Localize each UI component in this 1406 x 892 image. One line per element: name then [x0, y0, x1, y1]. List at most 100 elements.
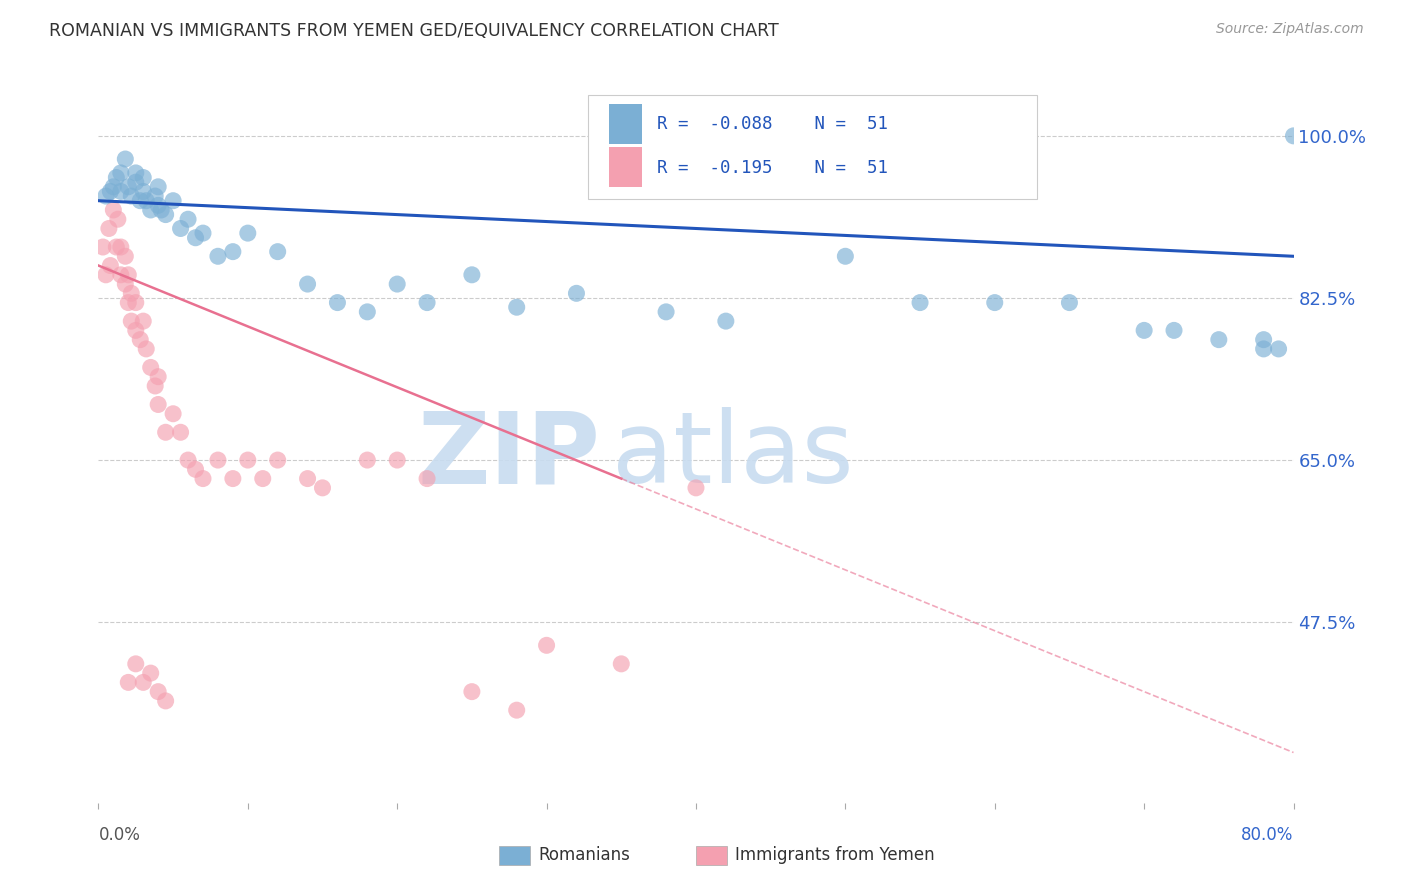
Point — [117, 295, 139, 310]
Point — [97, 221, 120, 235]
Point — [105, 170, 128, 185]
Point — [135, 194, 157, 208]
Text: atlas: atlas — [613, 408, 853, 505]
Point — [169, 425, 191, 440]
Text: Romanians: Romanians — [538, 847, 630, 864]
Point — [297, 472, 319, 486]
Point — [125, 295, 148, 310]
Point — [148, 369, 170, 384]
Point — [103, 202, 125, 217]
Point — [98, 259, 122, 273]
FancyBboxPatch shape — [609, 147, 643, 187]
Point — [236, 453, 259, 467]
Point — [132, 185, 155, 199]
Point — [1253, 342, 1275, 356]
Point — [1267, 342, 1289, 356]
Text: 0.0%: 0.0% — [98, 826, 141, 844]
Point — [536, 638, 558, 652]
Point — [714, 314, 737, 328]
Point — [125, 323, 148, 337]
Point — [125, 657, 148, 671]
Point — [103, 179, 125, 194]
Point — [1282, 128, 1305, 143]
Point — [91, 240, 114, 254]
Point — [155, 425, 177, 440]
Point — [129, 333, 152, 347]
Point — [1208, 333, 1230, 347]
Point — [110, 166, 132, 180]
Point — [1059, 295, 1081, 310]
Point — [105, 240, 128, 254]
Point — [177, 453, 200, 467]
Point — [416, 472, 439, 486]
Point — [252, 472, 274, 486]
Point — [117, 268, 139, 282]
Text: R =  -0.088    N =  51: R = -0.088 N = 51 — [657, 115, 887, 133]
Point — [655, 305, 678, 319]
Point — [177, 212, 200, 227]
Point — [191, 226, 214, 240]
Point — [184, 462, 207, 476]
Point — [984, 295, 1007, 310]
Point — [139, 360, 162, 375]
Point — [610, 657, 633, 671]
Point — [120, 314, 142, 328]
Point — [461, 684, 484, 698]
Point — [155, 208, 177, 222]
Point — [129, 194, 152, 208]
Point — [356, 305, 378, 319]
Text: Source: ZipAtlas.com: Source: ZipAtlas.com — [1216, 22, 1364, 37]
Point — [191, 472, 214, 486]
Point — [236, 226, 259, 240]
Point — [125, 166, 148, 180]
Point — [207, 453, 229, 467]
Point — [267, 244, 290, 259]
Point — [685, 481, 707, 495]
Text: 80.0%: 80.0% — [1241, 826, 1294, 844]
Point — [114, 249, 136, 263]
FancyBboxPatch shape — [589, 95, 1036, 200]
Text: ROMANIAN VS IMMIGRANTS FROM YEMEN GED/EQUIVALENCY CORRELATION CHART: ROMANIAN VS IMMIGRANTS FROM YEMEN GED/EQ… — [49, 22, 779, 40]
Point — [120, 286, 142, 301]
Point — [125, 175, 148, 189]
Text: ZIP: ZIP — [418, 408, 600, 505]
Point — [148, 397, 170, 411]
Point — [94, 189, 117, 203]
Point — [110, 185, 132, 199]
Point — [148, 198, 170, 212]
Point — [222, 472, 245, 486]
Point — [143, 379, 166, 393]
Text: R =  -0.195    N =  51: R = -0.195 N = 51 — [657, 159, 887, 177]
Point — [834, 249, 856, 263]
Point — [143, 189, 166, 203]
Point — [132, 314, 155, 328]
Point — [1253, 333, 1275, 347]
Point — [148, 684, 170, 698]
Point — [297, 277, 319, 291]
FancyBboxPatch shape — [696, 846, 727, 865]
Point — [385, 277, 409, 291]
Point — [135, 342, 157, 356]
Point — [139, 666, 162, 681]
Point — [385, 453, 409, 467]
Point — [184, 231, 207, 245]
Point — [139, 202, 162, 217]
FancyBboxPatch shape — [609, 104, 643, 144]
Point — [107, 212, 129, 227]
Text: Immigrants from Yemen: Immigrants from Yemen — [735, 847, 935, 864]
Point — [1133, 323, 1156, 337]
Point — [155, 694, 177, 708]
Point — [132, 170, 155, 185]
Point — [150, 202, 173, 217]
Point — [117, 179, 139, 194]
Point — [98, 185, 122, 199]
Point — [110, 240, 132, 254]
Point — [120, 189, 142, 203]
Point — [565, 286, 588, 301]
Point — [114, 277, 136, 291]
Point — [1163, 323, 1185, 337]
Point — [506, 703, 529, 717]
Point — [94, 268, 117, 282]
Point — [311, 481, 333, 495]
Point — [267, 453, 290, 467]
